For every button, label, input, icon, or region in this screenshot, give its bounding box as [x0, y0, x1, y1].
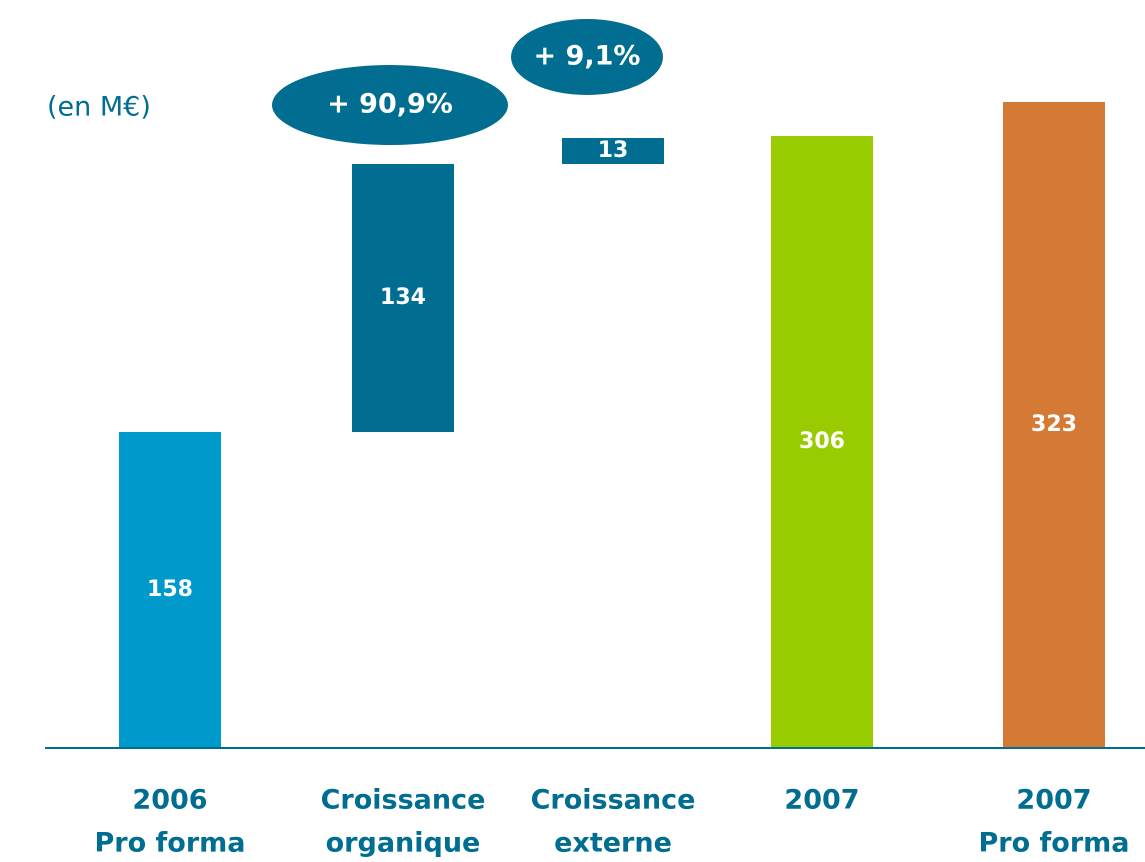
value-label: 306 — [799, 429, 845, 454]
value-label: 158 — [147, 577, 193, 602]
x-tick-label: organique — [326, 828, 481, 859]
x-tick-label: Croissance — [321, 785, 486, 816]
x-tick-label: externe — [554, 828, 672, 859]
x-tick-label: Pro forma — [94, 828, 245, 859]
x-tick-label: 2007 — [1016, 785, 1091, 816]
annotation: + 9,1% — [534, 41, 641, 72]
bar — [562, 138, 664, 164]
x-tick-label: Croissance — [531, 785, 696, 816]
unit-label: (en M€) — [47, 92, 151, 123]
bar — [1003, 102, 1105, 748]
x-tick-label: 2006 — [132, 785, 207, 816]
x-tick-label: 2007 — [784, 785, 859, 816]
value-label: 323 — [1031, 412, 1077, 437]
value-label: 134 — [380, 285, 426, 310]
x-tick-label: Pro forma — [978, 828, 1129, 859]
annotation-bubble — [511, 19, 663, 95]
bar — [352, 164, 454, 432]
bar — [771, 136, 873, 748]
annotation: + 90,9% — [327, 89, 453, 120]
annotation-bubble — [272, 65, 508, 145]
bar — [119, 432, 221, 748]
value-label: 13 — [598, 138, 629, 163]
